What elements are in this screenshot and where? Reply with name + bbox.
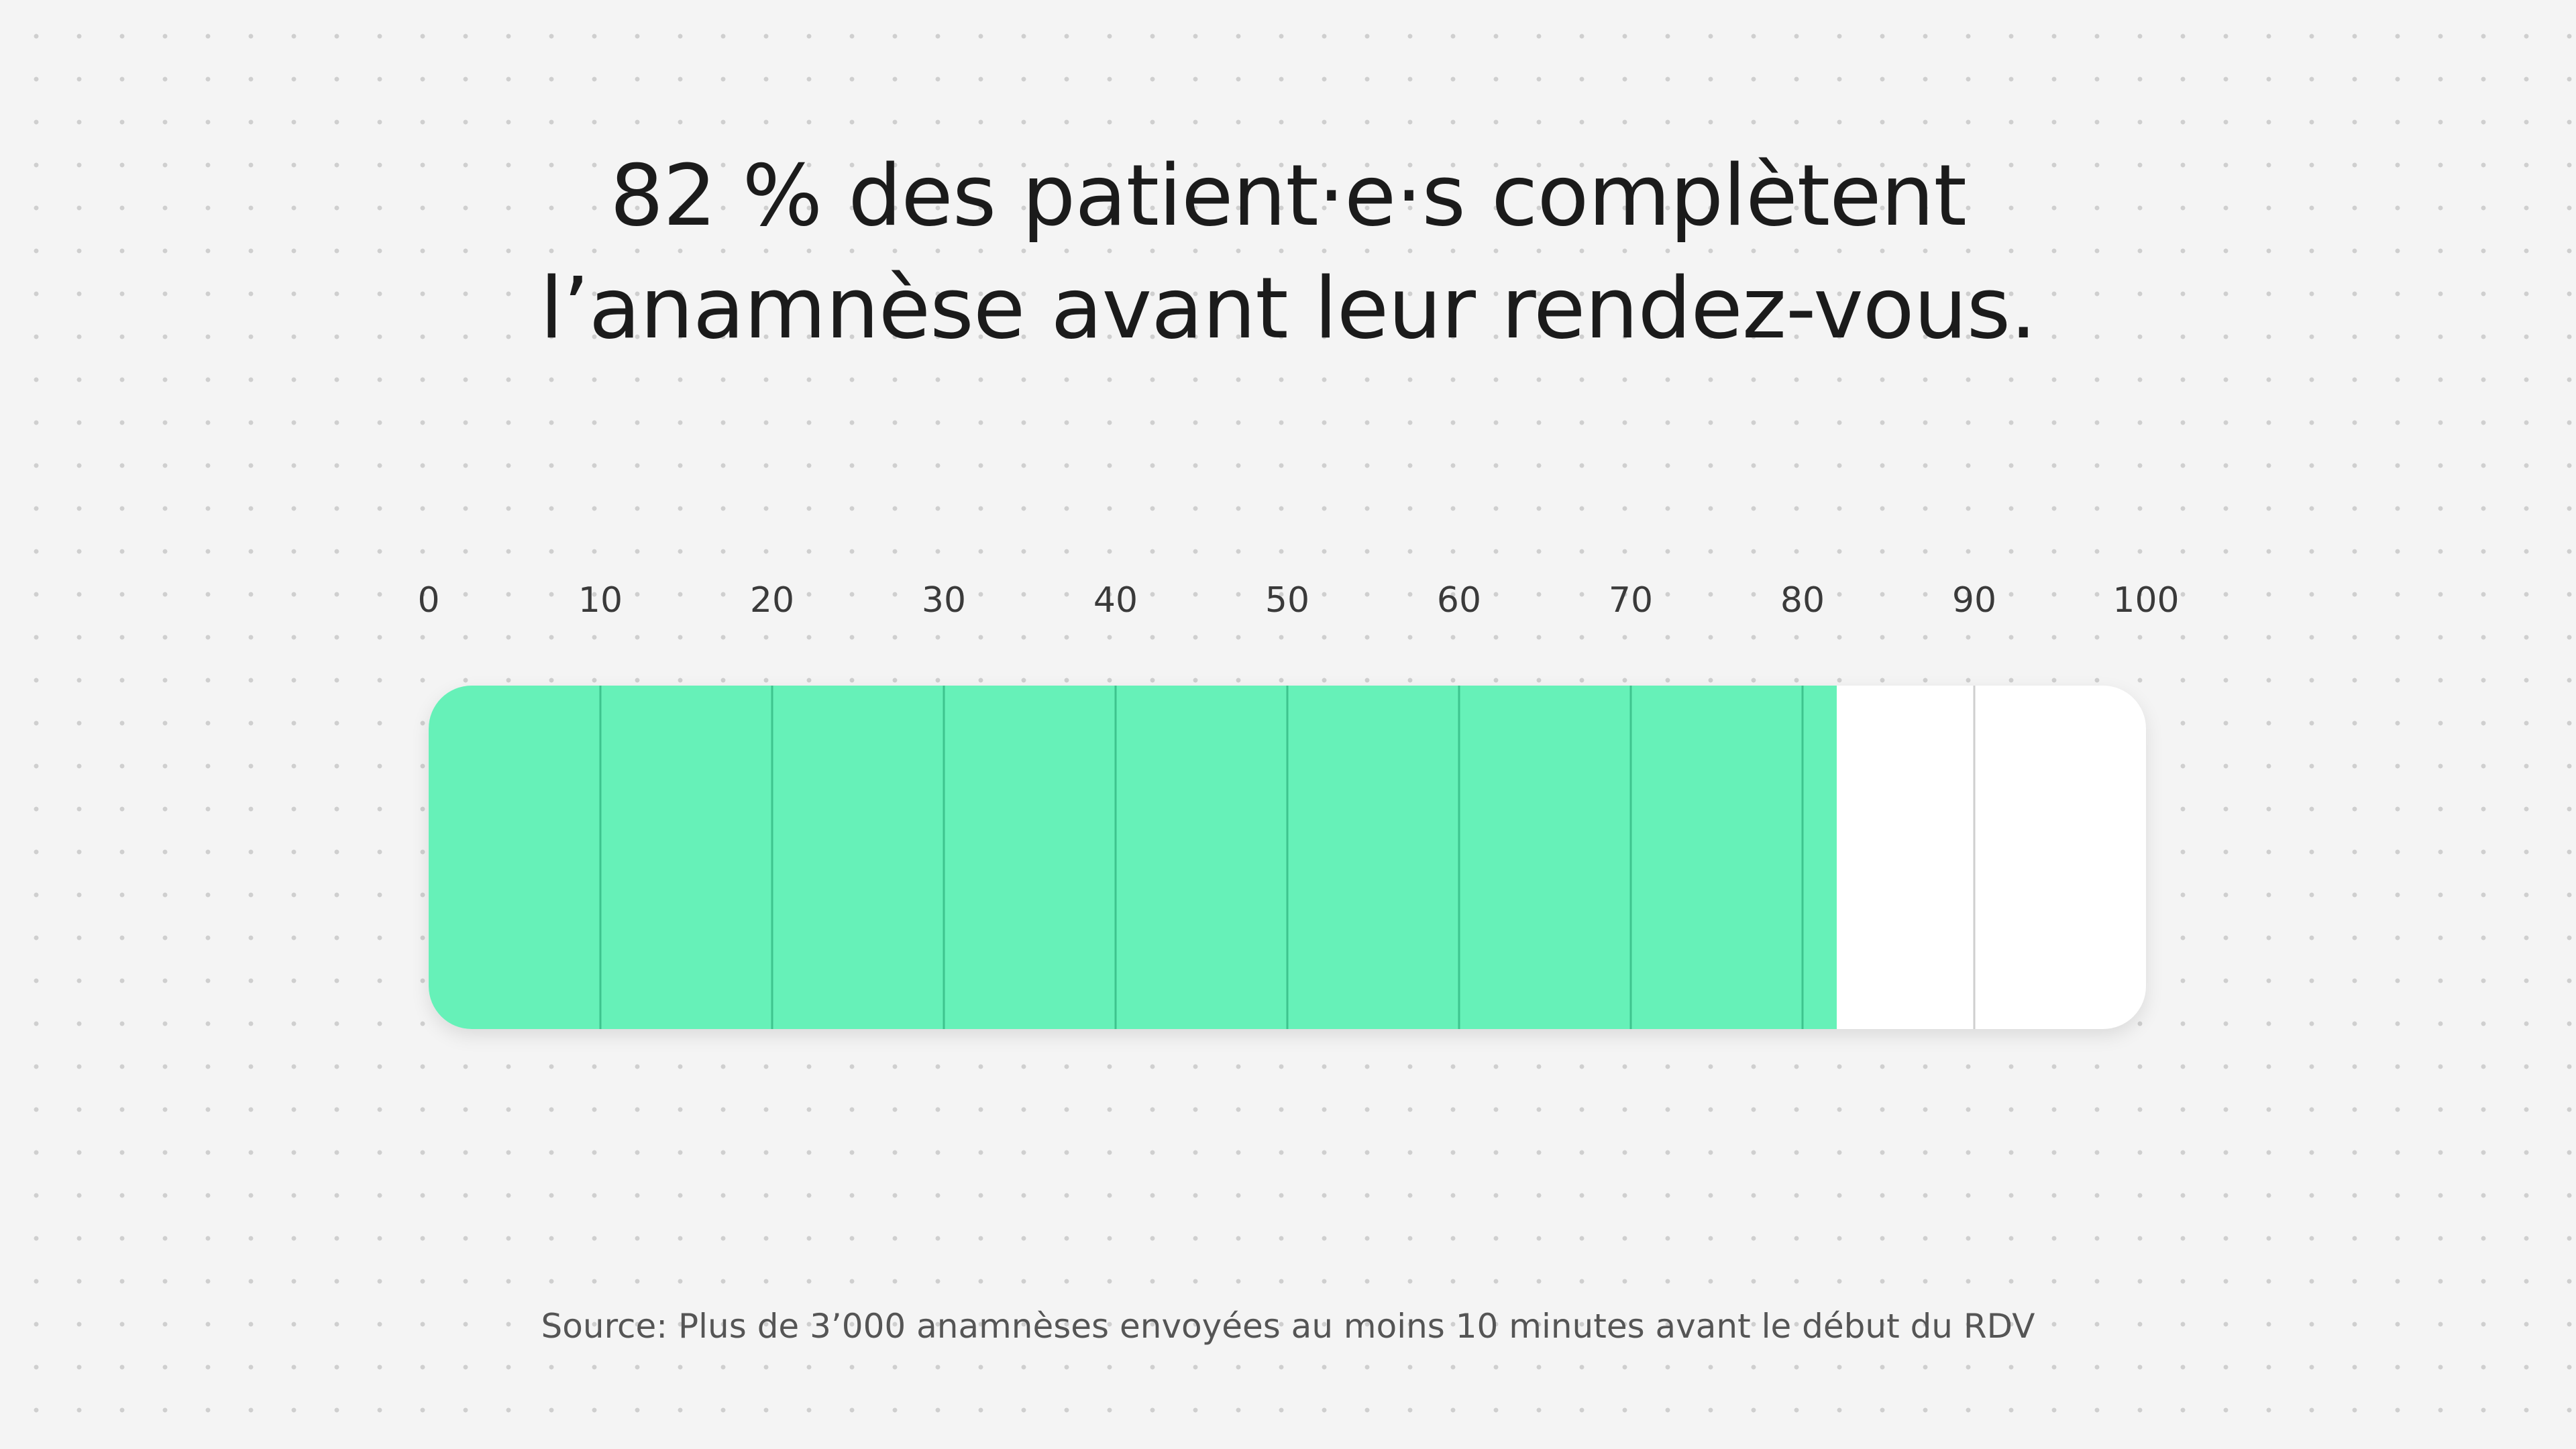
- x-tick-label-100: 100: [2112, 580, 2180, 621]
- gridline-60: [1458, 686, 1460, 1029]
- gridline-10: [599, 686, 602, 1029]
- x-axis-ticks: 0 10 20 30 40 50 60 70 80 90 100: [0, 577, 2576, 624]
- gridline-30: [943, 686, 945, 1029]
- gridline-50: [1286, 686, 1289, 1029]
- x-tick-label-20: 20: [749, 580, 795, 621]
- x-tick-label-30: 30: [921, 580, 967, 621]
- x-tick-label-0: 0: [417, 580, 440, 621]
- x-tick-label-60: 60: [1436, 580, 1482, 621]
- x-tick-label-90: 90: [1951, 580, 1997, 621]
- chart-title-line-2: l’anamnèse avant leur rendez-vous.: [539, 259, 2037, 358]
- progress-bar: [429, 686, 2146, 1029]
- chart-title: 82 % des patient·e·s complètent l’anamnè…: [0, 140, 2576, 365]
- progress-bar-fill: [429, 686, 1837, 1029]
- gridline-70: [1629, 686, 1632, 1029]
- chart-title-line-1: 82 % des patient·e·s complètent: [610, 146, 1967, 245]
- x-tick-label-10: 10: [578, 580, 623, 621]
- source-note: Source: Plus de 3’000 anamnèses envoyées…: [541, 1307, 2035, 1346]
- gridline-90: [1973, 686, 1976, 1029]
- x-tick-label-80: 80: [1780, 580, 1825, 621]
- gridline-80: [1801, 686, 1804, 1029]
- x-tick-label-70: 70: [1608, 580, 1654, 621]
- gridline-20: [771, 686, 773, 1029]
- x-tick-label-50: 50: [1265, 580, 1310, 621]
- gridline-40: [1114, 686, 1117, 1029]
- x-tick-label-40: 40: [1093, 580, 1138, 621]
